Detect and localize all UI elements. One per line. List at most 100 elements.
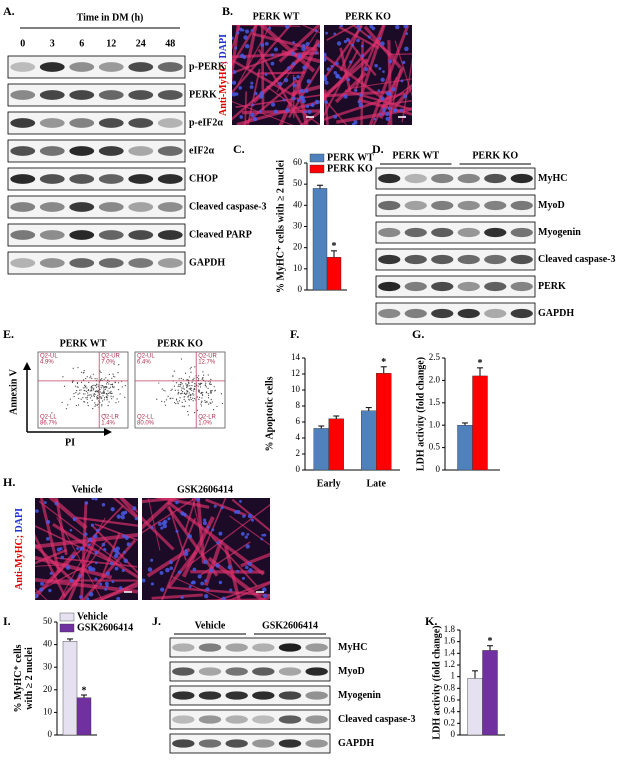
blot-strip <box>169 709 331 730</box>
nucleus <box>346 77 351 82</box>
nucleus <box>72 517 77 521</box>
blot-band <box>39 90 65 100</box>
flow-event <box>212 409 215 411</box>
blot-band <box>198 643 222 652</box>
flow-event <box>112 373 114 375</box>
flow-event <box>202 377 204 379</box>
flow-event <box>102 390 105 392</box>
flow-event <box>196 396 198 398</box>
flow-event <box>92 408 94 410</box>
nucleus <box>113 553 119 559</box>
flow-event <box>191 381 193 383</box>
flow-event <box>65 408 68 410</box>
flow-event <box>99 396 101 398</box>
nucleus <box>402 60 406 65</box>
blot-strip <box>169 685 331 706</box>
flow-event <box>207 394 210 396</box>
blot-band <box>278 667 302 676</box>
group-label: Vehicle <box>195 620 226 631</box>
blot-band <box>510 227 533 238</box>
flow-event <box>102 385 104 387</box>
blot-strip <box>7 111 186 135</box>
blot-row-label: eIF2α <box>189 145 214 156</box>
blot-strip <box>375 221 536 244</box>
nucleus <box>357 27 362 32</box>
myotube <box>201 498 227 555</box>
nucleus <box>160 526 164 530</box>
blot-band <box>378 227 401 238</box>
y-axis-label: % Apoptotic cells <box>264 376 275 451</box>
flow-event <box>77 393 79 395</box>
y-tick-label: 1.8 <box>444 624 456 634</box>
flow-event <box>200 401 203 403</box>
nucleus <box>380 77 385 82</box>
myotube <box>324 25 363 82</box>
nucleus <box>126 542 131 547</box>
y-tick-label: 10 <box>291 384 301 394</box>
flow-event <box>86 398 88 400</box>
y-tick-label: 0.4 <box>444 706 456 716</box>
blot-band <box>484 173 507 184</box>
nucleus <box>403 25 408 29</box>
nucleus <box>167 517 171 521</box>
flow-event <box>189 385 191 387</box>
myotube <box>368 25 410 125</box>
blot-band <box>128 258 154 268</box>
flow-event <box>85 377 87 380</box>
bar <box>361 410 377 471</box>
nucleus <box>349 60 353 64</box>
nucleus <box>241 28 245 32</box>
flow-event <box>188 392 190 394</box>
flow-event <box>206 401 208 403</box>
nucleus <box>353 120 358 125</box>
flow-event <box>103 386 105 388</box>
flow-event <box>201 378 203 380</box>
flow-event <box>188 405 190 407</box>
flow-event <box>121 386 123 388</box>
nucleus <box>40 581 44 586</box>
flow-event <box>193 388 195 390</box>
flow-event <box>101 403 103 406</box>
nucleus <box>351 43 355 47</box>
nucleus <box>110 507 115 512</box>
flow-event <box>192 378 194 381</box>
flow-event <box>201 416 203 419</box>
blot-strip <box>7 195 186 219</box>
flow-event <box>97 403 99 405</box>
nucleus <box>180 595 184 599</box>
flow-event <box>118 401 120 403</box>
flow-event <box>79 389 81 391</box>
flow-event <box>193 390 195 392</box>
blot-band <box>431 254 454 265</box>
y-tick-label: 10 <box>43 706 53 716</box>
flow-event <box>194 385 196 388</box>
blot-band <box>404 254 427 265</box>
blot-band <box>484 227 507 238</box>
flow-event <box>190 371 192 373</box>
column-label: GSK2606414 <box>177 484 233 495</box>
flow-event <box>181 387 183 389</box>
flow-event <box>189 388 191 391</box>
myotube <box>241 79 298 125</box>
myotube <box>324 90 391 98</box>
blot-band <box>128 62 154 72</box>
nucleus <box>244 535 248 539</box>
y-tick-label: 30 <box>293 221 303 231</box>
flow-event <box>185 383 187 385</box>
nucleus <box>120 515 125 520</box>
flow-event <box>198 389 200 391</box>
blot-band <box>69 202 95 212</box>
panel-label: J. <box>152 614 161 628</box>
flow-event <box>89 390 91 392</box>
blot-band <box>172 691 195 700</box>
bar <box>312 188 328 291</box>
flow-event <box>193 377 195 379</box>
nucleus <box>239 115 244 119</box>
nucleus <box>243 35 248 40</box>
flow-event <box>177 401 179 403</box>
nucleus <box>364 67 369 72</box>
nucleus <box>206 525 210 529</box>
nucleus <box>356 25 360 28</box>
nucleus <box>301 98 306 104</box>
flow-event <box>183 406 185 408</box>
